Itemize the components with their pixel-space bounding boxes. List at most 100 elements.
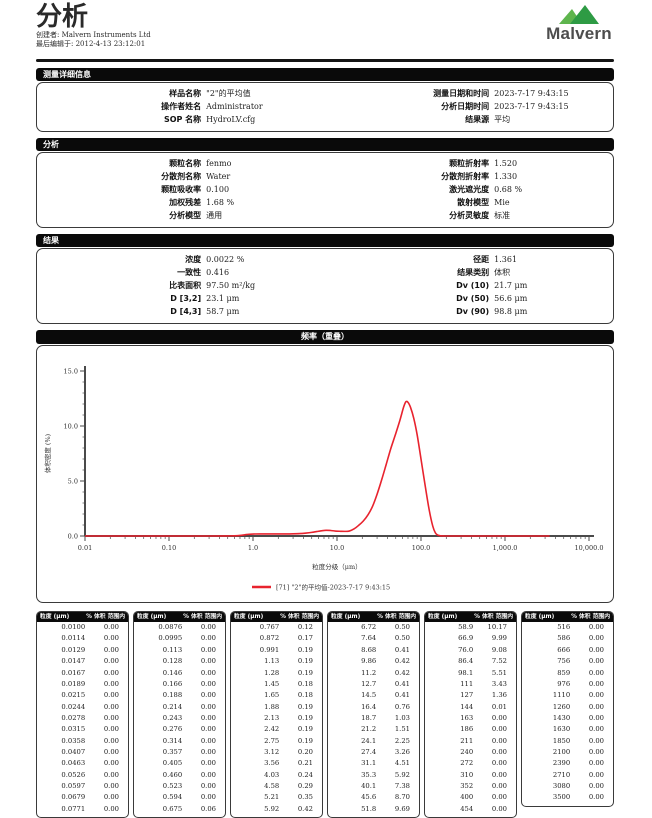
volume-cell: 0.00: [200, 747, 216, 756]
volume-cell: 0.00: [588, 781, 604, 790]
section-title-bar: 分析: [36, 137, 614, 151]
field-label: 结果类别: [457, 267, 490, 277]
table-row: 976 0.00: [522, 679, 613, 690]
table-row: 0.0100 0.00: [37, 622, 128, 633]
volume-cell: 0.00: [103, 736, 119, 745]
volume-cell: 0.00: [588, 679, 604, 688]
table-row: 0.0147 0.00: [37, 656, 128, 667]
field-pair: 分散剂折射率 1.330: [325, 170, 613, 183]
volume-cell: 9.08: [491, 645, 507, 654]
table-row: 0.0597 0.00: [37, 781, 128, 792]
volume-cell: 0.00: [491, 804, 507, 813]
size-table-header: 粒度 (μm) % 体积 范围内: [522, 611, 613, 623]
size-cell: 186: [460, 725, 474, 734]
table-row: 352 0.00: [425, 781, 516, 792]
volume-cell: 0.50: [394, 623, 410, 632]
volume-cell: 10.17: [487, 623, 507, 632]
svg-text:15.0: 15.0: [64, 367, 78, 375]
chart-title-bar: 频率（重叠）: [36, 329, 614, 344]
volume-cell: 0.00: [588, 691, 604, 700]
volume-cell: 0.00: [103, 725, 119, 734]
field-value: 98.8 μm: [494, 307, 528, 317]
field-value: 97.50 m²/kg: [206, 281, 256, 291]
size-cell: 666: [557, 645, 571, 654]
size-cell: 0.0407: [61, 747, 86, 756]
created-by-label: 创建者:: [36, 31, 60, 39]
size-cell: 0.0995: [158, 634, 183, 643]
field-pair: D [4,3] 58.7 μm: [37, 305, 325, 318]
table-row: 1.45 0.18: [231, 679, 322, 690]
field-pair: 浓度 0.0022 %: [37, 253, 325, 266]
size-cell: 859: [557, 668, 571, 677]
volume-cell: 0.00: [200, 623, 216, 632]
field-value: 体积: [494, 267, 511, 277]
volume-cell: 7.38: [394, 781, 410, 790]
table-row: 0.0189 0.00: [37, 679, 128, 690]
section-box: 颗粒名称 fenmo 颗粒折射率 1.520 分散剂名称 Water 分散剂折射率 1.330…: [36, 151, 614, 228]
table-row: 1260 0.00: [522, 702, 613, 713]
volume-cell: 0.19: [297, 645, 313, 654]
header-volume-in-range: % 体积 范围内: [571, 613, 610, 620]
field-row: 分析模型 通用 分析灵敏度 标准: [37, 209, 613, 222]
table-row: 144 0.01: [425, 702, 516, 713]
size-table: 粒度 (μm)% 体积 范围内 0.767 0.12 0.872 0.17 0.991 0.…: [230, 610, 323, 818]
created-by-value: Malvern Instruments Ltd: [61, 31, 151, 39]
field-pair: 颗粒吸收率 0.100: [37, 183, 325, 196]
table-row: 0.0679 0.00: [37, 792, 128, 803]
volume-cell: 1.36: [491, 691, 507, 700]
volume-cell: 0.19: [297, 736, 313, 745]
table-row: 31.1 4.51: [328, 758, 419, 769]
field-label: 比表面积: [169, 281, 202, 291]
table-row: 0.0244 0.00: [37, 702, 128, 713]
size-cell: 3500: [552, 793, 571, 802]
size-cell: 2.75: [264, 736, 280, 745]
table-row: 1850 0.00: [522, 736, 613, 747]
table-row: 0.166 0.00: [134, 679, 225, 690]
header-size: 粒度 (μm): [428, 613, 458, 620]
volume-cell: 1.51: [394, 725, 410, 734]
field-label: 结果源: [465, 115, 490, 125]
header-volume-in-range: % 体积 范围内: [183, 613, 222, 620]
table-row: 2.75 0.19: [231, 736, 322, 747]
field-value: 1.520: [494, 158, 518, 168]
volume-cell: 0.00: [588, 713, 604, 722]
size-cell: 98.1: [458, 668, 474, 677]
size-cell: 2100: [552, 747, 571, 756]
size-table: 粒度 (μm) % 体积 范围内 6.72 0.50 7.64 0.50 8.68 0.41 9…: [327, 610, 420, 818]
table-row: 0.214 0.00: [134, 702, 225, 713]
volume-cell: 0.35: [297, 793, 313, 802]
page-title: 分析: [36, 2, 89, 32]
volume-cell: 0.50: [394, 634, 410, 643]
size-cell: 2710: [552, 770, 571, 779]
table-row: 0.675 0.06: [134, 804, 225, 815]
size-cell: 0.872: [259, 634, 280, 643]
size-cell: 4.03: [264, 770, 280, 779]
y-axis-label: 体积密度 (%): [43, 433, 52, 473]
table-row: 6.72 0.50: [328, 622, 419, 633]
field-pair: 颗粒名称 fenmo: [37, 157, 325, 170]
volume-cell: 0.00: [588, 623, 604, 632]
volume-cell: 0.20: [297, 747, 313, 756]
report-header: 分析 创建者: Malvern Instruments Ltd 最后编辑于: 2…: [36, 0, 614, 58]
size-cell: 3.12: [264, 747, 280, 756]
field-label: 分散剂名称: [161, 171, 202, 181]
size-cell: 144: [460, 702, 474, 711]
volume-cell: 0.41: [394, 645, 410, 654]
table-row: 14.5 0.41: [328, 690, 419, 701]
field-value: 标准: [494, 211, 511, 221]
size-cell: 0.0278: [61, 713, 86, 722]
volume-cell: 0.00: [200, 691, 216, 700]
table-row: 0.113 0.00: [134, 645, 225, 656]
field-row: D [3,2] 23.1 μm Dv (50) 56.6 μm: [37, 292, 613, 305]
size-table-header: 粒度 (μm) % 体积 范围内: [231, 611, 322, 623]
size-cell: 0.357: [162, 747, 183, 756]
volume-cell: 0.21: [297, 759, 313, 768]
volume-cell: 0.00: [200, 657, 216, 666]
volume-cell: 0.00: [200, 781, 216, 790]
field-pair: 径距 1.361: [325, 253, 613, 266]
table-row: 2.13 0.19: [231, 713, 322, 724]
table-row: 0.146 0.00: [134, 668, 225, 679]
size-cell: 240: [460, 747, 474, 756]
table-row: 76.0 9.08: [425, 645, 516, 656]
field-value: HydroLV.cfg: [206, 115, 256, 125]
